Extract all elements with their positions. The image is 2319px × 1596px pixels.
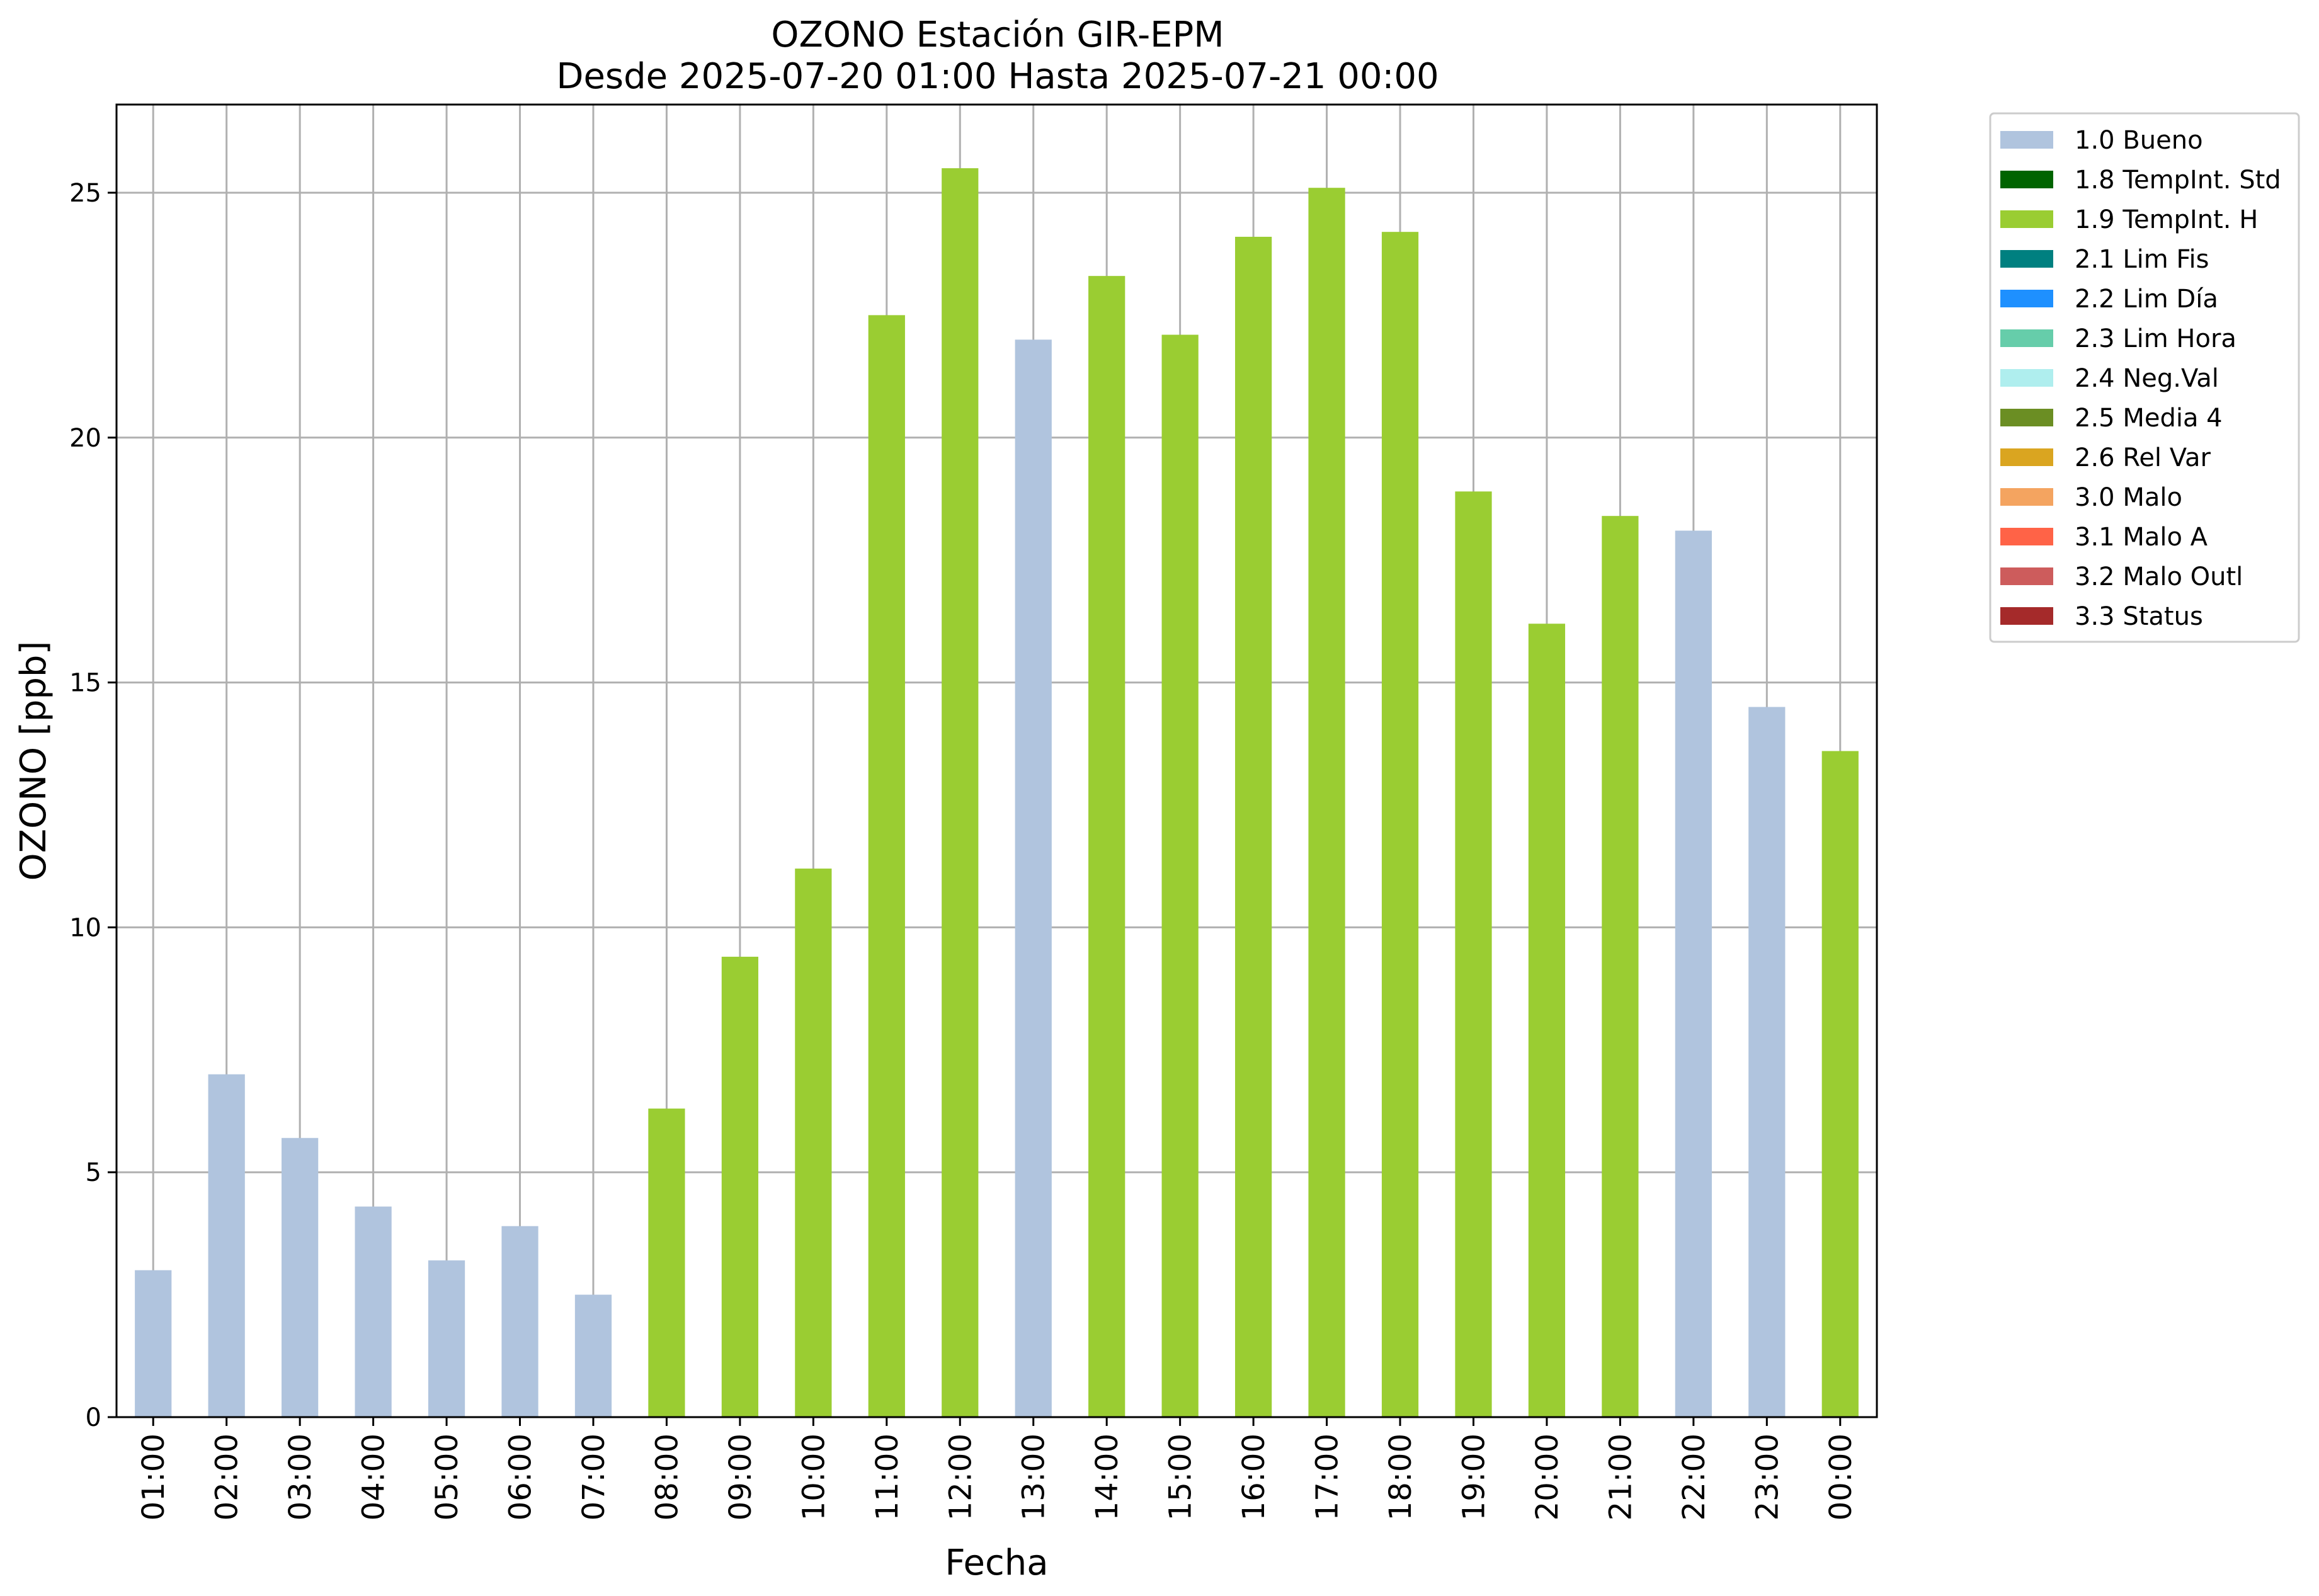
x-tick-label: 13:00: [1017, 1434, 1052, 1520]
legend-label: 3.3 Status: [2075, 602, 2203, 631]
legend-label: 2.5 Media 4: [2075, 404, 2223, 433]
x-tick-label: 06:00: [503, 1434, 538, 1520]
bar-1200: [942, 168, 979, 1417]
y-tick-label: 0: [86, 1403, 101, 1432]
x-tick-label: 18:00: [1383, 1434, 1418, 1520]
bar-2200: [1675, 530, 1712, 1417]
x-tick-label: 08:00: [649, 1434, 685, 1520]
x-tick-label: 12:00: [943, 1434, 978, 1520]
x-tick-label: 14:00: [1090, 1434, 1125, 1520]
bar-1800: [1381, 232, 1419, 1418]
bar-0000: [1821, 751, 1859, 1417]
legend-label: 2.2 Lim Día: [2075, 285, 2218, 314]
x-tick-label: 01:00: [136, 1434, 171, 1520]
bar-0100: [135, 1270, 172, 1417]
x-tick-label: 21:00: [1603, 1434, 1638, 1520]
x-tick-label: 05:00: [430, 1434, 465, 1520]
x-tick-label: 09:00: [723, 1434, 758, 1520]
bar-0800: [648, 1109, 685, 1417]
x-tick-label: 02:00: [210, 1434, 245, 1520]
legend: 1.0 Bueno 1.8 TempInt. Std 1.9 TempInt. H 2…: [1989, 112, 2300, 643]
legend-swatch: [2000, 250, 2053, 268]
legend-swatch: [2000, 409, 2053, 426]
legend-swatch: [2000, 131, 2053, 149]
legend-swatch: [2000, 290, 2053, 307]
legend-swatch: [2000, 448, 2053, 466]
legend-swatch: [2000, 369, 2053, 387]
bar-2000: [1528, 624, 1566, 1417]
bar-1700: [1308, 188, 1345, 1417]
x-tick-label: 17:00: [1310, 1434, 1345, 1520]
bar-0900: [721, 957, 759, 1417]
legend-swatch: [2000, 171, 2053, 188]
bar-1300: [1015, 339, 1052, 1418]
x-axis-label: Fecha: [945, 1542, 1048, 1583]
chart-subtitle: Desde 2025-07-20 01:00 Hasta 2025-07-21 …: [556, 56, 1439, 97]
x-tick-label: 07:00: [576, 1434, 612, 1520]
bar-0300: [282, 1137, 319, 1417]
bar-0600: [501, 1226, 538, 1417]
legend-box: [1989, 112, 2300, 643]
bar-2100: [1602, 516, 1639, 1417]
y-tick-label: 5: [86, 1158, 101, 1187]
legend-label: 3.0 Malo: [2075, 483, 2182, 512]
x-tick-label: 19:00: [1456, 1434, 1491, 1520]
x-tick-label: 15:00: [1163, 1434, 1199, 1520]
legend-label: 1.8 TempInt. Std: [2075, 166, 2281, 195]
legend-label: 2.6 Rel Var: [2075, 443, 2211, 472]
y-tick-label: 10: [69, 913, 101, 942]
bar-0400: [355, 1206, 392, 1417]
legend-swatch: [2000, 210, 2053, 228]
x-tick-label: 03:00: [283, 1434, 318, 1520]
legend-swatch: [2000, 567, 2053, 585]
x-axis-ticks: 01:00 02:00 03:00 04:00 05:00 06:00 07:00 08:00…: [136, 1417, 1859, 1520]
legend-label: 1.0 Bueno: [2075, 126, 2203, 155]
bars: [135, 168, 1859, 1418]
legend-label: 2.3 Lim Hora: [2075, 324, 2236, 353]
bar-1000: [795, 869, 832, 1417]
x-tick-label: 20:00: [1530, 1434, 1565, 1520]
legend-label: 3.2 Malo Outl: [2075, 562, 2243, 591]
bar-1400: [1088, 276, 1125, 1417]
bar-0500: [428, 1260, 465, 1417]
x-tick-label: 23:00: [1750, 1434, 1785, 1520]
y-axis-ticks: 0 5 10 15 20 25: [69, 179, 117, 1432]
y-axis-label: OZONO [ppb]: [13, 641, 54, 881]
legend-label: 2.1 Lim Fis: [2075, 245, 2209, 274]
plot-frame: [115, 103, 1878, 1418]
bar-0200: [208, 1074, 245, 1417]
y-tick-label: 25: [69, 179, 101, 208]
x-tick-label: 22:00: [1677, 1434, 1712, 1520]
bar-1100: [868, 315, 905, 1417]
bar-2300: [1748, 707, 1786, 1417]
bar-1600: [1234, 236, 1272, 1418]
x-tick-label: 11:00: [870, 1434, 905, 1520]
bar-1900: [1455, 491, 1492, 1417]
y-tick-label: 20: [69, 424, 101, 453]
legend-swatch: [2000, 488, 2053, 506]
y-tick-label: 15: [69, 669, 101, 698]
legend-swatch: [2000, 329, 2053, 347]
x-tick-label: 00:00: [1823, 1434, 1859, 1520]
x-tick-label: 04:00: [356, 1434, 392, 1520]
legend-label: 2.4 Neg.Val: [2075, 364, 2219, 393]
legend-label: 1.9 TempInt. H: [2075, 205, 2258, 234]
legend-label: 3.1 Malo A: [2075, 523, 2208, 552]
x-tick-label: 16:00: [1236, 1434, 1272, 1520]
legend-swatch: [2000, 607, 2053, 625]
bar-0700: [574, 1294, 612, 1417]
x-tick-label: 10:00: [796, 1434, 831, 1520]
bar-1500: [1161, 334, 1199, 1418]
chart-title: OZONO Estación GIR-EPM: [771, 14, 1224, 55]
legend-swatch: [2000, 528, 2053, 545]
